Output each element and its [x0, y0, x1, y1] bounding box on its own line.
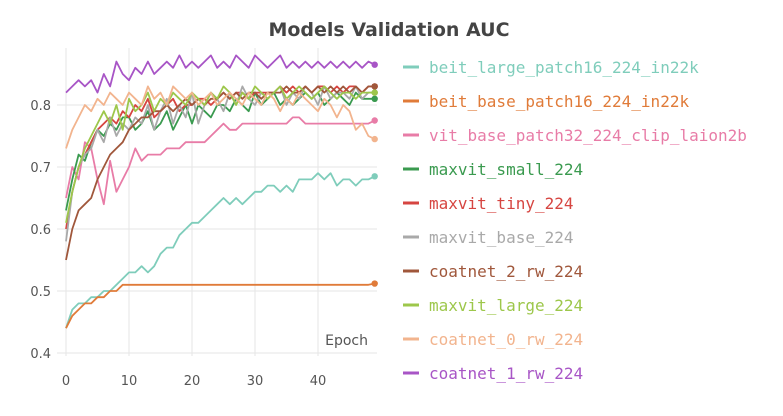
series-line-7 — [65, 85, 375, 223]
series-end-point-3 — [371, 95, 378, 103]
x-tick-label-2: 20 — [184, 374, 201, 389]
series-end-point-2 — [371, 117, 378, 124]
series-line-4 — [65, 85, 375, 230]
axis-layer: 0.4 0.5 0.6 0.7 0.8 0 10 20 30 40 — [30, 99, 326, 389]
x-axis-label: Epoch — [325, 333, 368, 349]
legend-label-3: maxvit_small_224 — [429, 160, 583, 179]
chart-title: Models Validation AUC — [268, 19, 509, 41]
y-tick-label-1: 0.5 — [30, 285, 51, 300]
y-tick-label-0: 0.4 — [30, 347, 51, 362]
legend-label-7: maxvit_large_224 — [429, 296, 583, 315]
series-line-5 — [65, 85, 375, 242]
series-end-point-7 — [371, 89, 378, 96]
legend-label-6: coatnet_2_rw_224 — [429, 262, 583, 281]
series-line-1 — [65, 282, 375, 329]
series-line-2 — [65, 116, 376, 206]
x-tick-label-4: 40 — [310, 374, 327, 389]
legend-label-4: maxvit_tiny_224 — [429, 194, 574, 213]
legend-label-2: vit_base_patch32_224_clip_laion2b — [429, 126, 747, 145]
series-layer — [65, 54, 378, 329]
series-line-8 — [65, 85, 376, 149]
series-end-point-6 — [371, 83, 378, 90]
y-tick-label-3: 0.7 — [30, 161, 51, 176]
x-tick-label-1: 10 — [121, 374, 138, 389]
series-end-point-0 — [371, 173, 378, 180]
y-tick-label-4: 0.8 — [30, 99, 51, 114]
series-line-6 — [65, 85, 375, 261]
x-tick-label-3: 30 — [247, 374, 264, 389]
series-end-point-9 — [371, 61, 378, 68]
legend-label-1: beit_base_patch16_224_in22k — [429, 92, 689, 111]
series-line-0 — [65, 172, 376, 329]
series-line-9 — [65, 54, 376, 94]
legend-label-0: beit_large_patch16_224_in22k — [429, 58, 699, 77]
legend: beit_large_patch16_224_in22k beit_base_pa… — [403, 58, 747, 383]
series-end-point-1 — [371, 280, 378, 287]
legend-label-9: coatnet_1_rw_224 — [429, 364, 583, 383]
series-end-point-8 — [371, 135, 378, 143]
legend-label-5: maxvit_base_224 — [429, 228, 574, 247]
y-tick-label-2: 0.6 — [30, 223, 51, 238]
legend-label-8: coatnet_0_rw_224 — [429, 330, 583, 349]
x-tick-label-0: 0 — [62, 374, 70, 389]
